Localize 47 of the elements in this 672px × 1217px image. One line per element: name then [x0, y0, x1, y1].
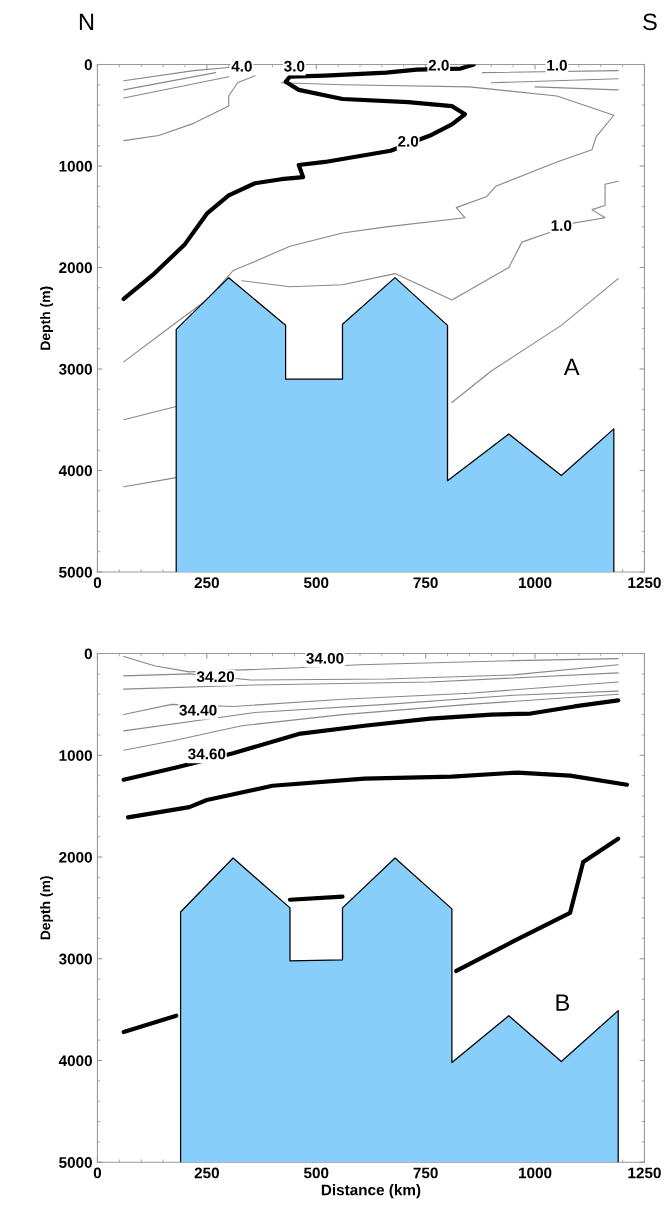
- text: N: [79, 13, 94, 31]
- y-tick-label: 3000: [58, 363, 92, 375]
- x-tick-label: 750: [413, 1167, 438, 1179]
- annotation: 1.0: [551, 220, 572, 231]
- x-tick-label: 1000: [519, 577, 552, 589]
- y-tick-label: 5000: [59, 566, 92, 578]
- x-tick-label: 1250: [628, 577, 661, 589]
- annotation: 34.40: [179, 704, 217, 716]
- line-series: [241, 180, 619, 301]
- y-tick-label: 3000: [58, 953, 92, 965]
- y-tick-label: 4000: [58, 1055, 92, 1067]
- y-tick-label: 4000: [58, 465, 92, 477]
- y-tick-label: 2000: [59, 262, 92, 274]
- y-tick-label: 1000: [59, 160, 92, 172]
- annotation: 34.00: [306, 652, 344, 664]
- x-tick-label: 250: [194, 577, 219, 589]
- annotation: 1.0: [547, 59, 567, 71]
- y-tick-label: 1000: [59, 750, 92, 761]
- annotation: 3.0: [284, 60, 305, 72]
- x-tick-label: 500: [303, 1167, 329, 1179]
- y-tick-label: 0: [84, 648, 92, 660]
- annotation: 34.20: [196, 671, 235, 683]
- line-series: [123, 681, 619, 716]
- x-tick-label: 250: [194, 1167, 219, 1179]
- y-axis-title: Depth (m): [40, 876, 54, 940]
- line-series: [123, 75, 256, 142]
- annotation: 2.0: [398, 135, 419, 147]
- x-tick-label: 0: [93, 1167, 102, 1179]
- x-tick-label: 500: [303, 577, 329, 589]
- x-axis-title: Distance (km): [321, 1184, 421, 1199]
- annotation: A: [563, 358, 580, 376]
- line-series: [125, 770, 630, 820]
- y-tick-label: 0: [84, 59, 92, 71]
- line-series: [121, 698, 621, 782]
- y-tick-label: 5000: [59, 1157, 92, 1168]
- x-tick-label: 1000: [519, 1167, 552, 1179]
- y-tick-label: 2000: [59, 851, 92, 863]
- x-tick-label: 750: [413, 577, 438, 589]
- annotation: 2.0: [428, 59, 449, 71]
- line-series: [451, 278, 619, 404]
- x-tick-label: 1250: [628, 1167, 661, 1179]
- text: S: [643, 13, 657, 31]
- y-axis-title: Depth (m): [40, 286, 54, 350]
- x-tick-label: 0: [93, 577, 102, 589]
- annotation: 34.60: [188, 748, 226, 760]
- annotation: B: [556, 994, 570, 1011]
- annotation: 4.0: [231, 60, 252, 72]
